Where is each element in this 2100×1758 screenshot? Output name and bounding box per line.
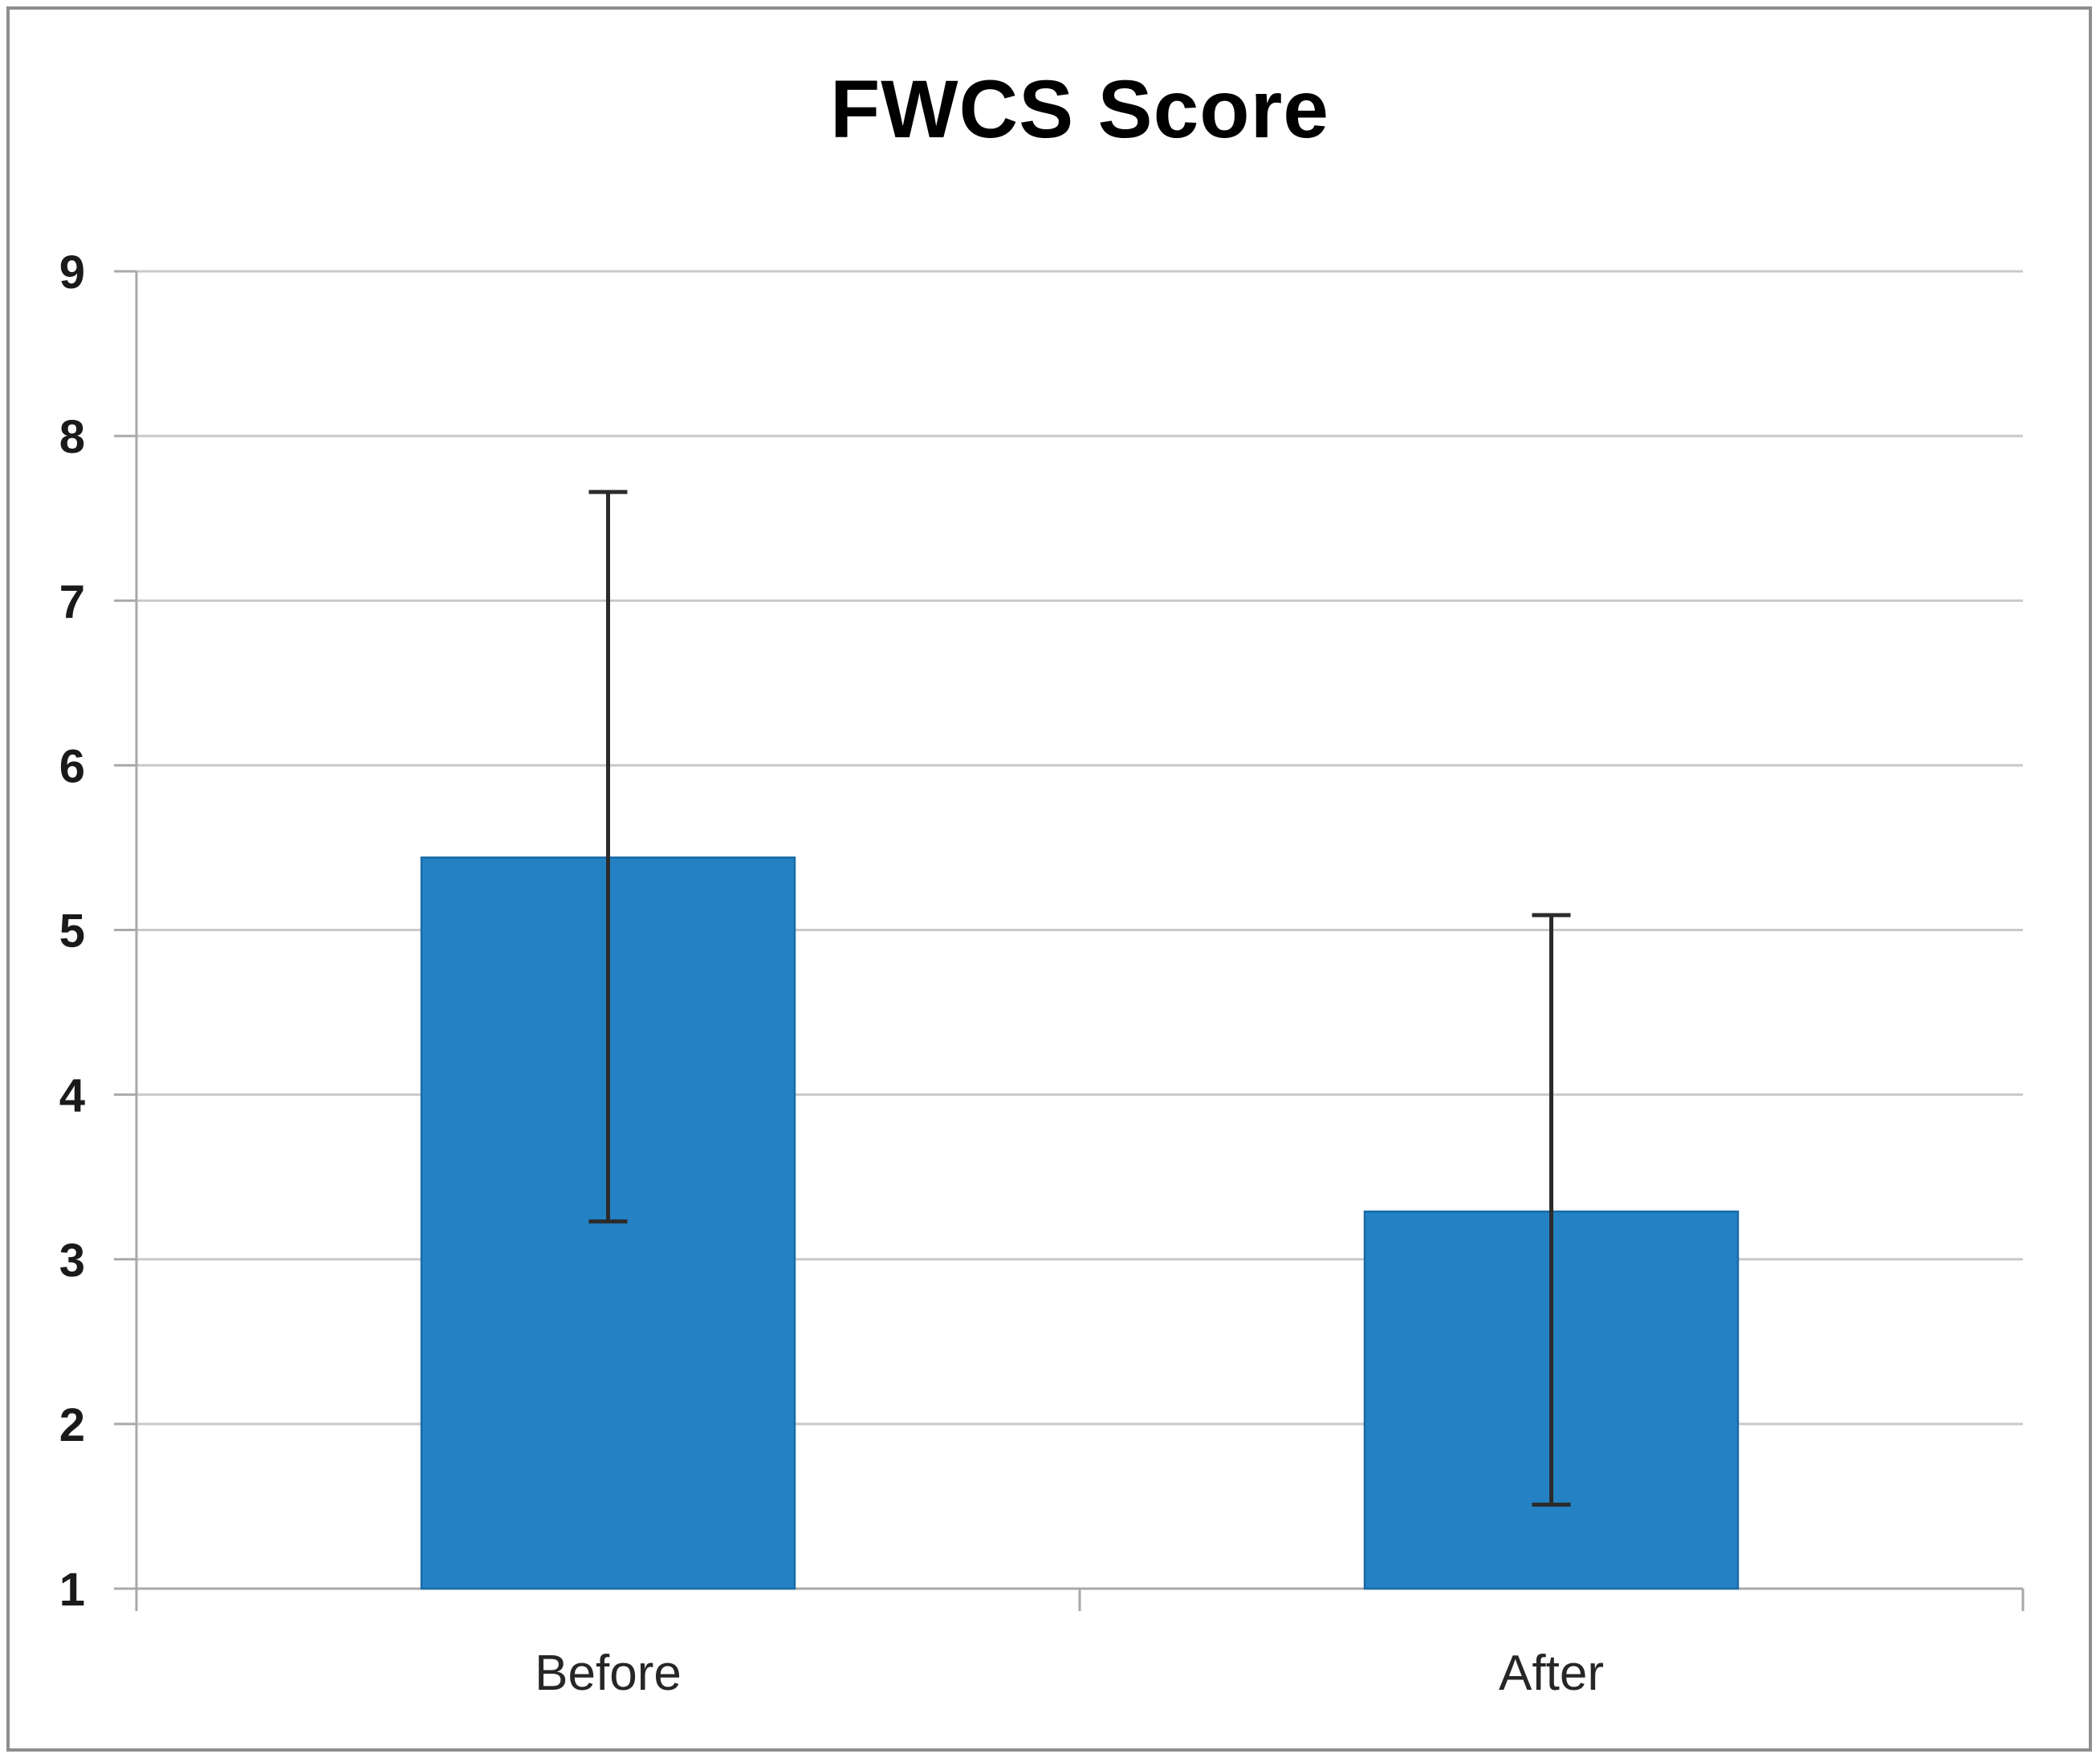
chart-outer-border [6,6,2092,1752]
y-tick-label: 3 [59,1235,85,1287]
chart-title: FWCS Score [829,63,1330,155]
y-tick-label: 4 [59,1070,85,1122]
y-tick-label: 7 [59,576,85,628]
y-tick-label: 1 [59,1564,85,1616]
x-category-label-before: Before [535,1646,682,1701]
y-tick-label: 5 [59,905,85,958]
y-tick-label: 2 [59,1399,85,1451]
y-tick-label: 8 [59,411,85,463]
x-category-label-after: After [1499,1646,1604,1701]
y-tick-label: 6 [59,740,85,792]
y-tick-label: 9 [59,246,85,299]
